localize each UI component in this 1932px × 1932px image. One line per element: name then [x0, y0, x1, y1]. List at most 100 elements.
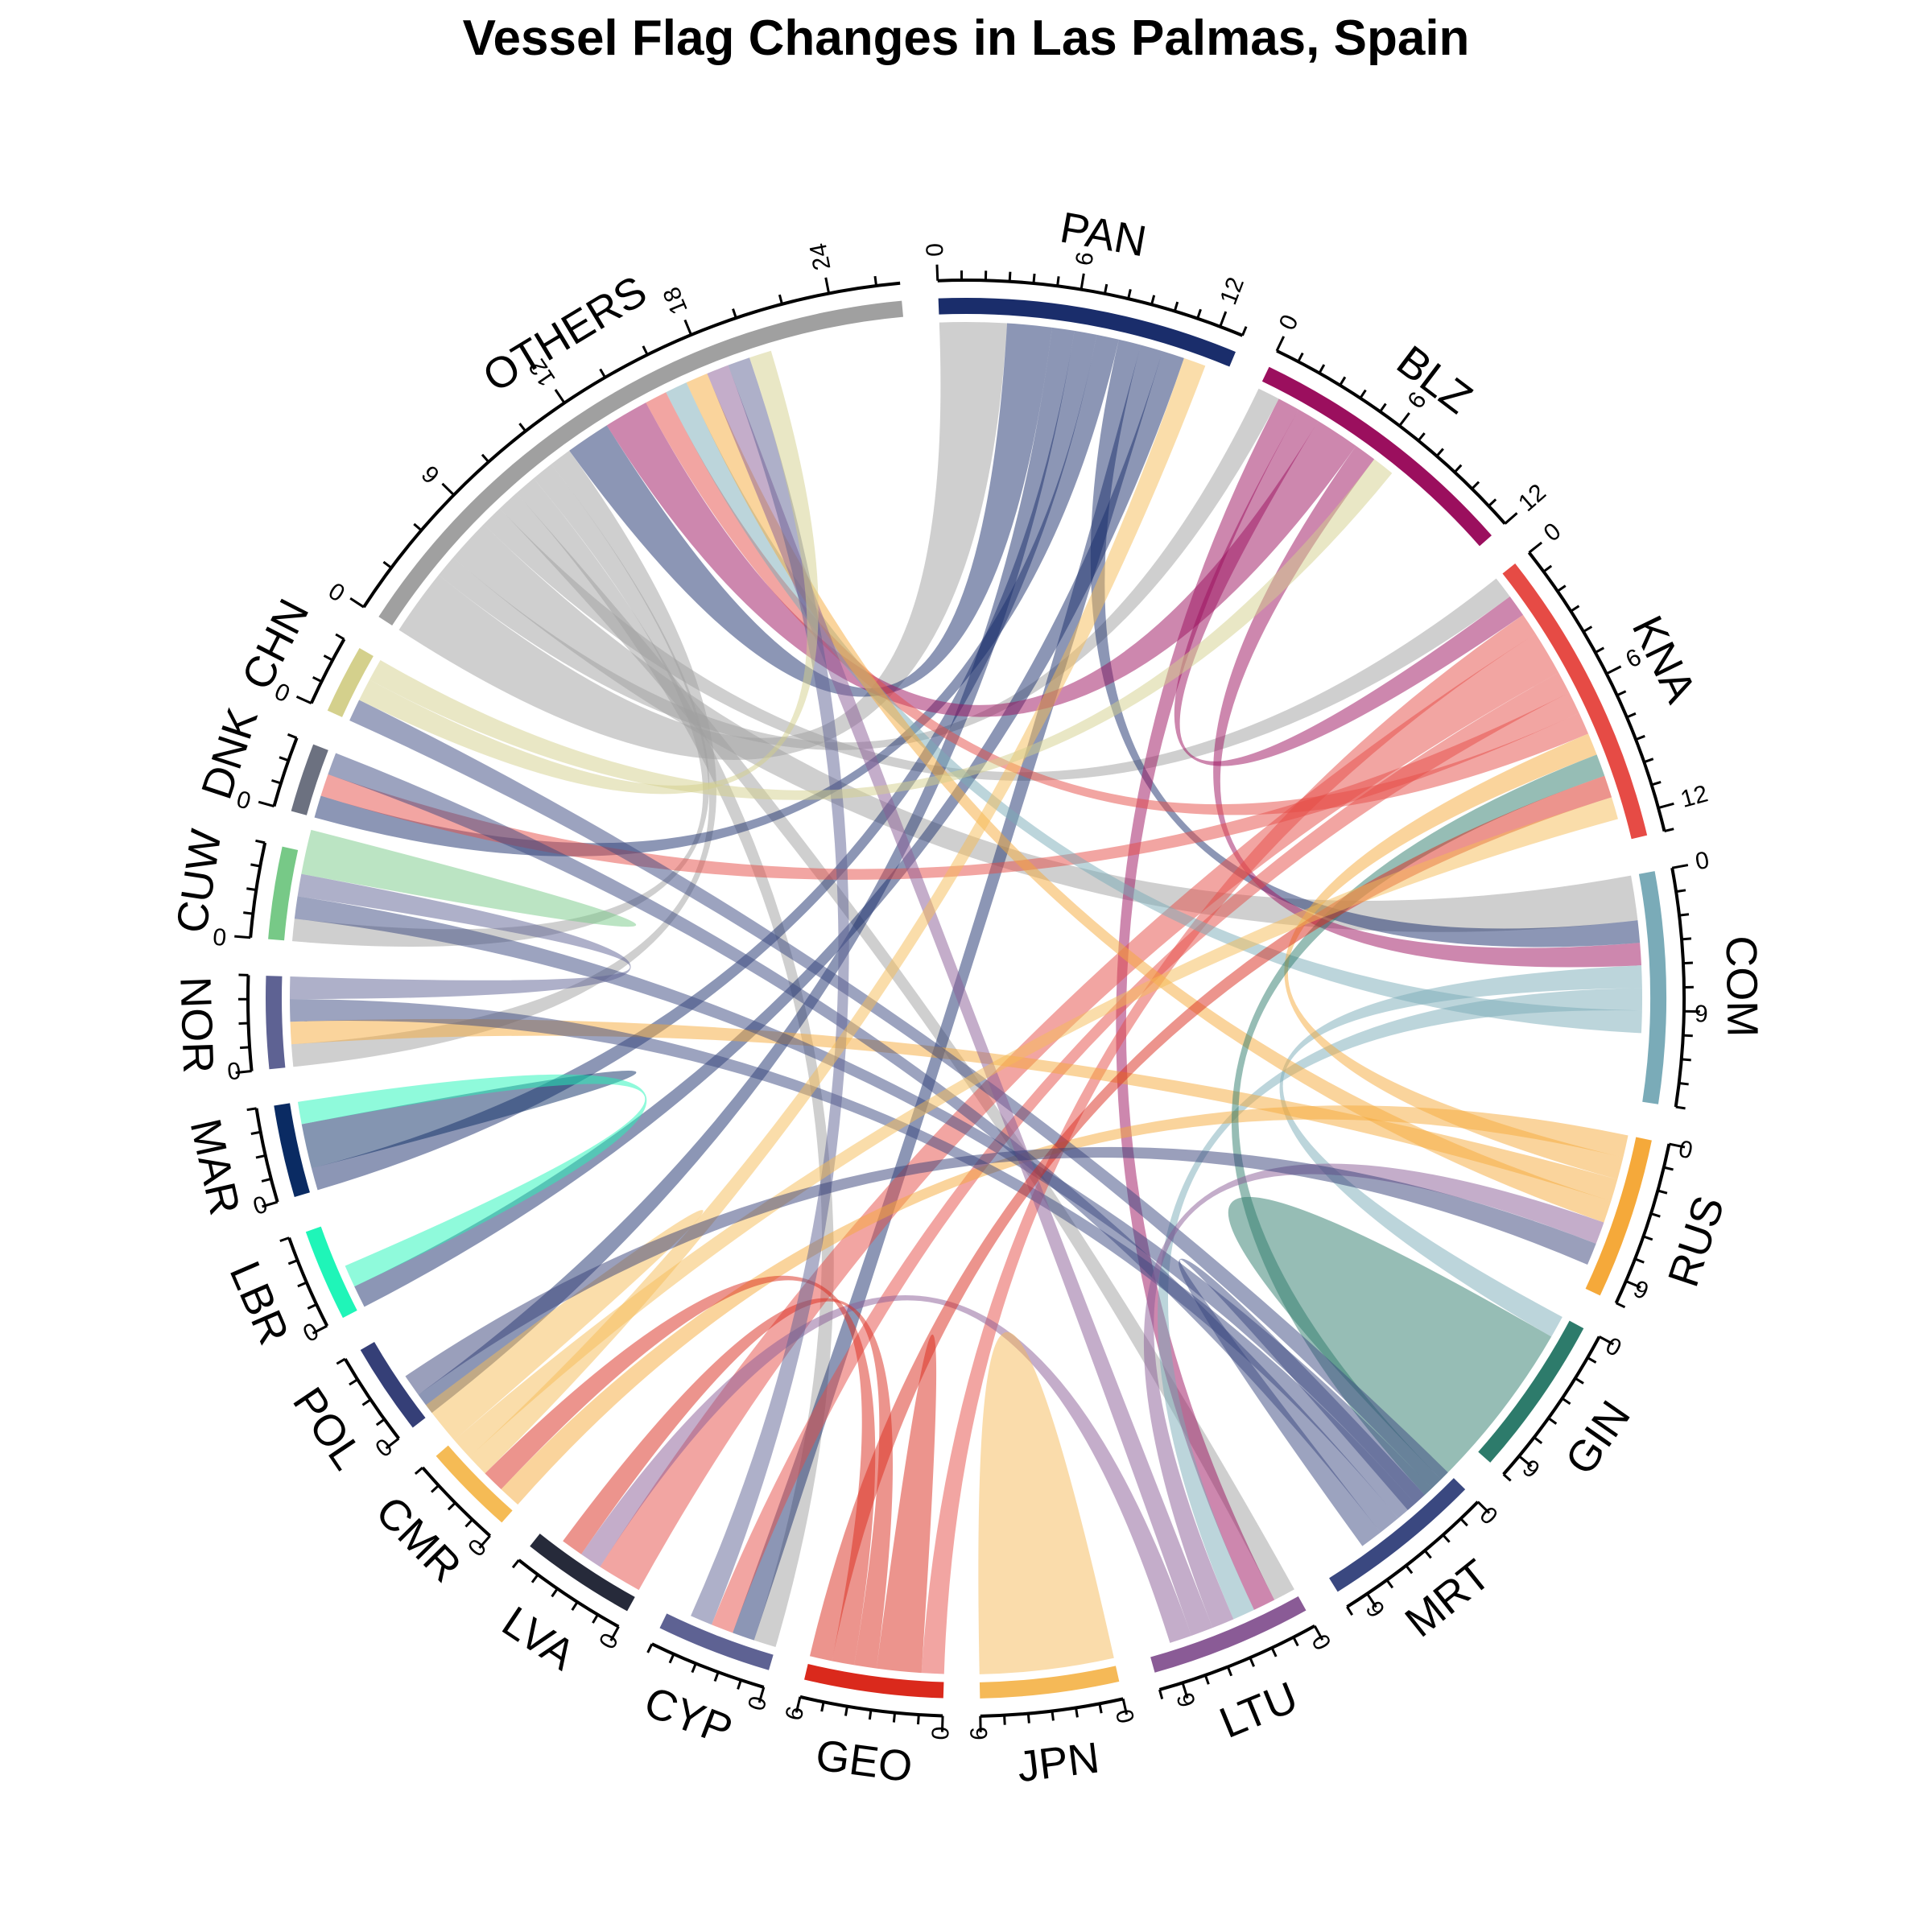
tick-blz [1339, 376, 1347, 386]
tick-pan [1173, 301, 1179, 312]
tick-cmr [447, 1501, 456, 1511]
link-cyp-others [691, 357, 849, 1625]
tick-gin [1598, 1335, 1615, 1346]
link-ltu-lva [580, 1294, 1191, 1643]
tick-blz [1379, 402, 1387, 413]
tick-label-mrt: 6 [1361, 1596, 1391, 1621]
sector-blz [1261, 366, 1492, 547]
tick-mar [262, 1200, 279, 1208]
link-blz-others [606, 402, 1356, 717]
sector-label-chn: CHN [233, 592, 319, 697]
axis-nor [246, 975, 254, 1071]
tick-label-others: 18 [658, 283, 693, 318]
axis-mrt [1346, 1501, 1480, 1608]
link-com-others [666, 382, 1642, 1034]
tick-geo [844, 1706, 848, 1716]
tick-blz [1359, 389, 1367, 399]
tick-gin [1518, 1455, 1533, 1468]
sector-rus [1585, 1137, 1652, 1296]
tick-gin [1547, 1417, 1558, 1425]
tick-ltu [1249, 1657, 1255, 1667]
tick-jpn [1026, 1713, 1030, 1724]
tick-blz [1398, 412, 1410, 427]
tick-geo [916, 1714, 920, 1725]
tick-dnk [279, 756, 289, 762]
tick-dnk [271, 778, 282, 785]
tick-kna [1616, 690, 1627, 697]
tick-kna [1595, 646, 1605, 654]
tick-com [1681, 1058, 1691, 1062]
axis-pol [343, 1358, 400, 1440]
tick-cyp [691, 1662, 697, 1674]
tick-pan [1056, 276, 1060, 287]
sector-ltu [1150, 1596, 1307, 1673]
tick-label-nor: 0 [226, 1058, 242, 1086]
sector-cuw [268, 846, 299, 941]
tick-label-pol: 0 [371, 1434, 398, 1463]
sector-lva [530, 1534, 635, 1612]
tick-kna [1626, 712, 1637, 719]
tick-gin [1587, 1356, 1597, 1364]
axis-ltu [1158, 1624, 1316, 1691]
tick-mrt [1476, 1501, 1491, 1514]
tick-jpn [1051, 1711, 1055, 1721]
tick-mar [250, 1130, 261, 1135]
tick-label-kna: 12 [1678, 780, 1711, 813]
tick-geo [820, 1701, 825, 1712]
tick-kna [1542, 564, 1553, 573]
tick-others [413, 522, 423, 531]
tick-cyp [737, 1679, 742, 1690]
tick-com [1671, 864, 1689, 869]
tick-others [683, 319, 692, 336]
tick-nor [235, 1070, 252, 1075]
tick-kna [1583, 625, 1593, 633]
sector-label-lbr: LBR [221, 1254, 299, 1351]
sector-mar [274, 1103, 310, 1197]
tick-chn [335, 633, 345, 641]
tick-gin [1533, 1436, 1543, 1445]
tick-com [1682, 961, 1694, 965]
tick-kna [1651, 780, 1662, 786]
tick-label-blz: 0 [1274, 311, 1304, 334]
tick-pan [1241, 326, 1248, 336]
sector-pol [360, 1341, 426, 1428]
sector-label-pan: PAN [1057, 203, 1150, 266]
tick-pan [1080, 273, 1085, 290]
tick-blz [1435, 448, 1444, 457]
tick-geo [940, 1715, 944, 1732]
axis-blz [1276, 349, 1507, 525]
tick-label-cyp: 0 [743, 1694, 772, 1714]
axis-lbr [287, 1236, 329, 1327]
tick-label-geo: 0 [927, 1726, 955, 1740]
tick-kna [1635, 734, 1645, 741]
tick-label-geo: 6 [780, 1704, 809, 1724]
tick-geo [795, 1696, 802, 1713]
sector-label-cuw: CUW [167, 826, 231, 936]
tick-cyp [668, 1653, 675, 1664]
tick-others [441, 482, 455, 496]
axis-cmr [421, 1466, 492, 1538]
tick-pol [385, 1437, 400, 1450]
tick-label-pan: 6 [1071, 250, 1099, 268]
tick-lva [551, 1587, 559, 1598]
tick-label-gin: 0 [1602, 1331, 1626, 1361]
tick-others [554, 389, 566, 404]
tick-cuw [234, 935, 251, 939]
sector-gin [1478, 1320, 1584, 1463]
sector-kna [1502, 564, 1648, 840]
link-ltu-others [707, 365, 1213, 1636]
sector-chn [327, 648, 374, 717]
tick-kna [1570, 605, 1580, 613]
tick-pol [361, 1398, 372, 1406]
tick-pan [1219, 311, 1228, 328]
link-others-pan [398, 322, 1008, 761]
tick-blz [1471, 481, 1480, 490]
sector-label-blz: BLZ [1388, 336, 1480, 423]
link-blz-kna [1174, 409, 1524, 766]
tick-blz [1453, 464, 1463, 473]
tick-cmr [478, 1534, 491, 1549]
tick-others [349, 597, 365, 609]
tick-label-rus: 0 [1677, 1134, 1695, 1163]
tick-mar [255, 1154, 266, 1159]
